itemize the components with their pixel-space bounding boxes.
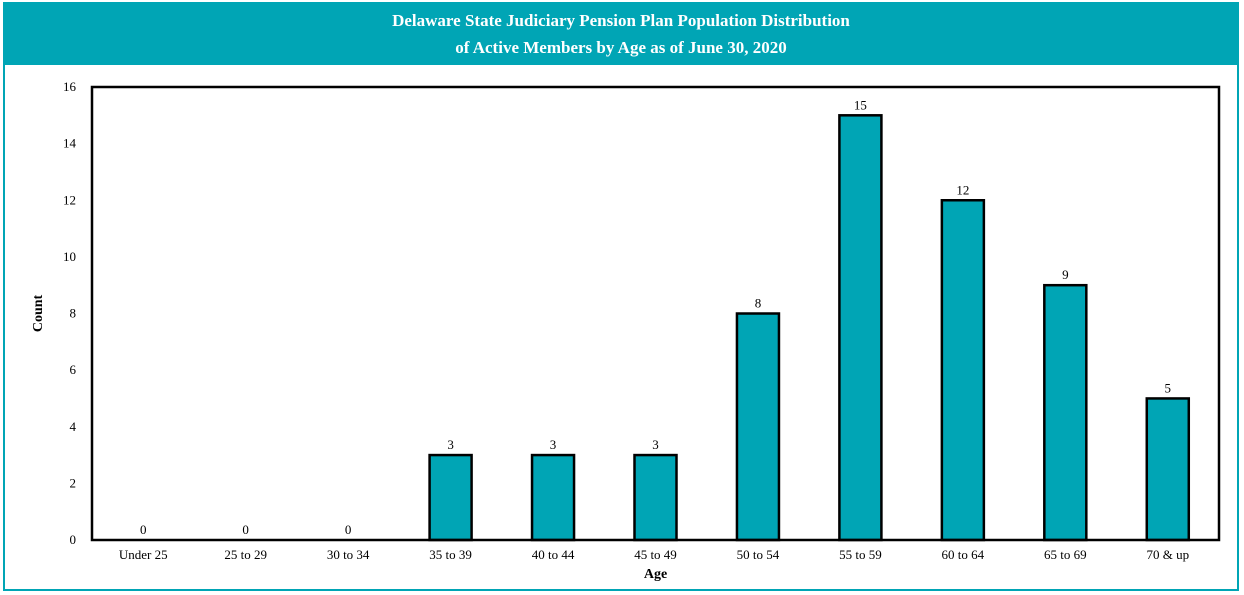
y-tick-label: 14: [63, 136, 77, 151]
bar: [735, 312, 781, 542]
data-label: 9: [1062, 267, 1069, 282]
chart-subtitle: of Active Members by Age as of June 30, …: [455, 38, 787, 57]
x-tick-label: 50 to 54: [737, 547, 780, 562]
bar: [1043, 283, 1088, 542]
y-tick-label: 10: [63, 249, 76, 264]
data-label: 0: [345, 522, 352, 537]
bar: [530, 453, 576, 542]
y-tick-label: 6: [70, 362, 77, 377]
x-tick-label: Under 25: [119, 547, 168, 562]
chart-title: Delaware State Judiciary Pension Plan Po…: [392, 11, 850, 30]
x-tick-label: 40 to 44: [532, 547, 575, 562]
x-tick-label: 55 to 59: [839, 547, 882, 562]
y-tick-label: 0: [70, 532, 77, 547]
x-axis-tick-labels: Under 25 25 to 29 30 to 34 35 to 39 40 to 44…: [119, 547, 1189, 562]
y-axis-tick-labels: 0 2 4 6 8 10 12 14 16: [63, 79, 77, 547]
x-tick-label: 35 to 39: [429, 547, 472, 562]
data-label: 8: [755, 296, 762, 311]
x-tick-label: 45 to 49: [634, 547, 677, 562]
chart-frame: Delaware State Judiciary Pension Plan Po…: [3, 2, 1239, 591]
data-label: 3: [652, 437, 659, 452]
bar: [428, 453, 473, 542]
y-tick-label: 8: [70, 306, 77, 321]
bar: [633, 453, 678, 542]
data-label: 12: [956, 182, 969, 197]
bar: [1145, 397, 1191, 542]
data-label: 3: [447, 437, 454, 452]
data-label: 3: [550, 437, 557, 452]
x-axis-title: Age: [644, 567, 667, 582]
data-label: 0: [242, 522, 249, 537]
data-labels: 0 0 0 3 3 3 8 15 12 9 5: [140, 97, 1171, 537]
plot-area: [90, 85, 1221, 542]
y-tick-label: 12: [63, 192, 76, 207]
x-tick-label: 70 & up: [1146, 547, 1189, 562]
data-label: 5: [1165, 380, 1172, 395]
chart-title-bar: Delaware State Judiciary Pension Plan Po…: [5, 4, 1237, 65]
bars: [428, 114, 1191, 542]
y-axis-title: Count: [31, 294, 46, 332]
x-tick-label: 60 to 64: [942, 547, 985, 562]
x-tick-label: 65 to 69: [1044, 547, 1087, 562]
data-label: 15: [854, 97, 867, 112]
x-tick-label: 30 to 34: [327, 547, 370, 562]
data-label: 0: [140, 522, 147, 537]
y-tick-label: 2: [70, 475, 77, 490]
bar: [940, 199, 986, 542]
y-tick-label: 16: [63, 79, 77, 94]
x-tick-label: 25 to 29: [224, 547, 267, 562]
y-tick-label: 4: [70, 419, 77, 434]
bar: [838, 114, 883, 542]
